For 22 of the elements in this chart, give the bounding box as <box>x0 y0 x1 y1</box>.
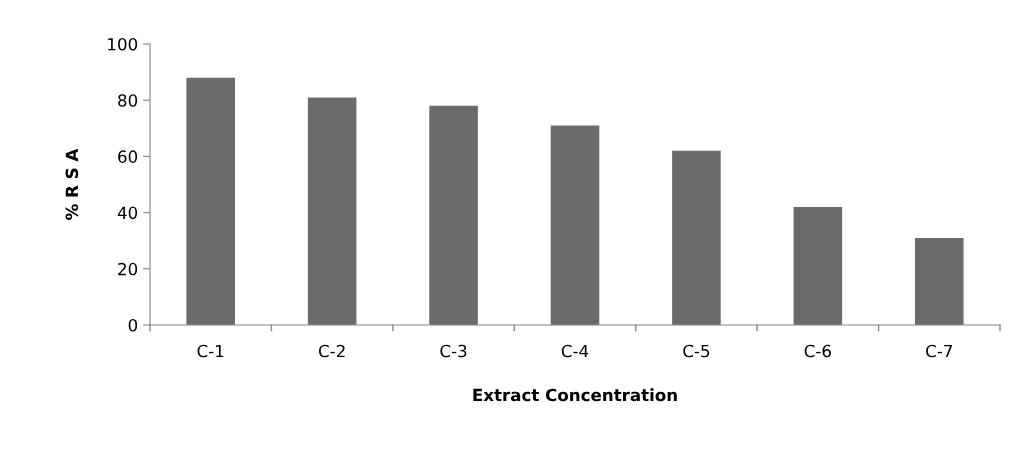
bar <box>550 125 600 325</box>
y-tick-label: 20 <box>118 262 138 276</box>
bar <box>793 206 843 325</box>
bar <box>307 97 357 325</box>
y-tick-label: 60 <box>118 150 138 163</box>
x-tick-label: C-4 <box>561 344 589 358</box>
y-tick-label: 0 <box>128 318 138 332</box>
x-tick-label: C-5 <box>683 344 710 358</box>
y-axis-title: % R S A <box>65 148 79 220</box>
x-tick-label: C-3 <box>440 344 467 358</box>
x-tick-label: C-7 <box>926 344 952 358</box>
bar <box>429 105 478 325</box>
x-tick-label: C-6 <box>804 344 831 358</box>
bar <box>915 237 964 325</box>
bar <box>186 77 235 325</box>
x-tick-label: C-1 <box>197 344 224 358</box>
y-tick-label: 80 <box>118 94 138 107</box>
y-tick-label: 40 <box>117 206 138 220</box>
x-axis-title: Extract Concentration <box>473 388 677 402</box>
y-tick-label: 100 <box>108 37 138 51</box>
bar <box>672 150 721 325</box>
x-tick-label: C-2 <box>318 344 345 358</box>
